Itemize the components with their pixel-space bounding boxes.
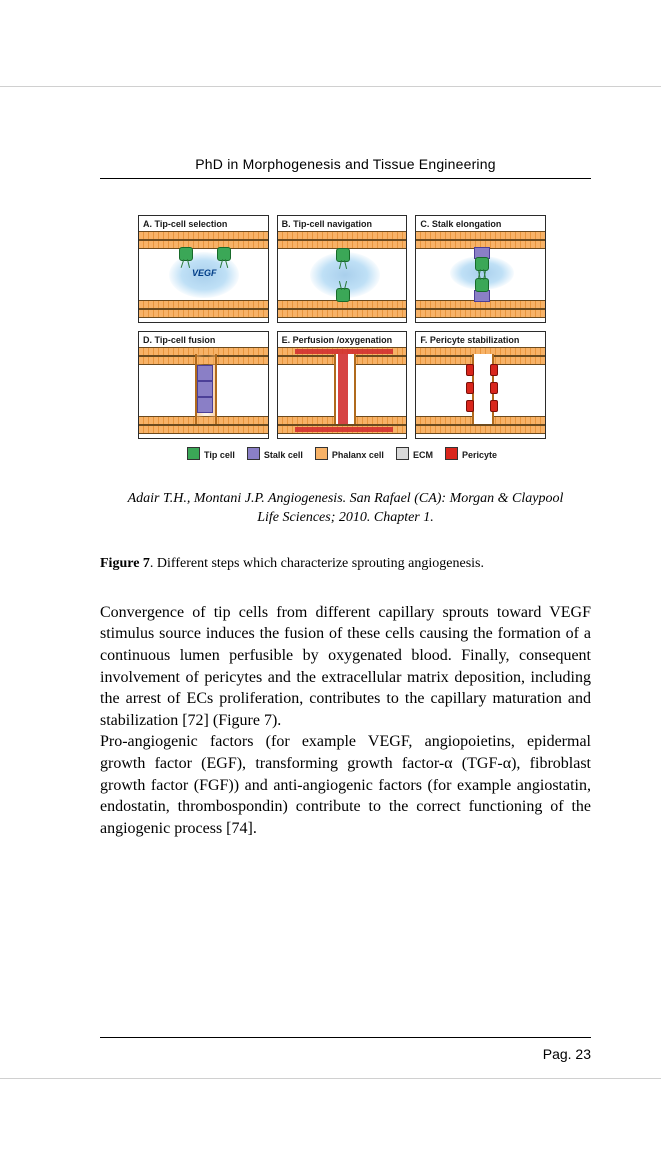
stalk-cell xyxy=(197,365,213,381)
figure-panel-c: C. Stalk elongation xyxy=(415,215,546,323)
figure-panel-e: E. Perfusion /oxygenation xyxy=(277,331,408,439)
legend-item: Pericyte xyxy=(445,447,497,460)
panel-title: C. Stalk elongation xyxy=(420,219,541,229)
legend-label: Tip cell xyxy=(204,450,235,460)
legend-item: Tip cell xyxy=(187,447,235,460)
membrane xyxy=(139,240,268,249)
pericyte-cell xyxy=(466,382,474,394)
swatch-tip-icon xyxy=(187,447,200,460)
membrane xyxy=(139,425,268,434)
stalk-cell xyxy=(197,381,213,397)
membrane xyxy=(139,231,268,240)
panel-title: D. Tip-cell fusion xyxy=(143,335,264,345)
figure-7: A. Tip-cell selection VEGF B. xyxy=(138,215,546,460)
page: PhD in Morphogenesis and Tissue Engineer… xyxy=(0,0,661,1166)
blood-flow xyxy=(338,354,348,424)
page-number: Pag. 23 xyxy=(543,1046,591,1062)
figure-caption-label: Figure 7 xyxy=(100,556,150,571)
membrane xyxy=(278,309,407,318)
citation-line: Adair T.H., Montani J.P. Angiogenesis. S… xyxy=(128,491,564,506)
header-rule xyxy=(100,178,591,179)
tip-cell xyxy=(336,288,350,302)
figure-caption: Figure 7. Different steps which characte… xyxy=(100,556,591,572)
vegf-label: VEGF xyxy=(192,268,217,278)
footer-rule xyxy=(100,1037,591,1038)
swatch-pericyte-icon xyxy=(445,447,458,460)
membrane xyxy=(278,231,407,240)
figure-legend: Tip cell Stalk cell Phalanx cell ECM Per… xyxy=(138,447,546,460)
pericyte-cell xyxy=(466,364,474,376)
legend-label: Stalk cell xyxy=(264,450,303,460)
legend-label: Pericyte xyxy=(462,450,497,460)
stalk-cell xyxy=(197,397,213,413)
paragraph: Pro-angiogenic factors (for example VEGF… xyxy=(100,731,591,839)
membrane xyxy=(416,231,545,240)
tip-cell xyxy=(475,278,489,292)
tip-cell xyxy=(336,248,350,262)
legend-item: Stalk cell xyxy=(247,447,303,460)
scan-edge-bottom xyxy=(0,1078,661,1079)
legend-label: Phalanx cell xyxy=(332,450,384,460)
swatch-ecm-icon xyxy=(396,447,409,460)
swatch-stalk-icon xyxy=(247,447,260,460)
figure-panel-f: F. Pericyte stabilization xyxy=(415,331,546,439)
blood-flow xyxy=(295,427,393,432)
pericyte-cell xyxy=(490,400,498,412)
body-text: Convergence of tip cells from different … xyxy=(100,602,591,840)
legend-item: ECM xyxy=(396,447,433,460)
panel-title: B. Tip-cell navigation xyxy=(282,219,403,229)
legend-item: Phalanx cell xyxy=(315,447,384,460)
panel-title: E. Perfusion /oxygenation xyxy=(282,335,403,345)
pericyte-cell xyxy=(490,382,498,394)
legend-label: ECM xyxy=(413,450,433,460)
membrane xyxy=(416,425,545,434)
pericyte-cell xyxy=(466,400,474,412)
membrane xyxy=(139,309,268,318)
running-header: PhD in Morphogenesis and Tissue Engineer… xyxy=(100,156,591,172)
citation-line: Life Sciences; 2010. Chapter 1. xyxy=(257,510,434,525)
panel-title: F. Pericyte stabilization xyxy=(420,335,541,345)
figure-caption-text: . Different steps which characterize spr… xyxy=(150,556,484,571)
content-area: PhD in Morphogenesis and Tissue Engineer… xyxy=(100,156,591,1046)
figure-panel-b: B. Tip-cell navigation xyxy=(277,215,408,323)
figure-panel-grid: A. Tip-cell selection VEGF B. xyxy=(138,215,546,439)
figure-panel-a: A. Tip-cell selection VEGF xyxy=(138,215,269,323)
swatch-phalanx-icon xyxy=(315,447,328,460)
panel-title: A. Tip-cell selection xyxy=(143,219,264,229)
membrane xyxy=(139,300,268,309)
membrane xyxy=(416,309,545,318)
scan-edge-top xyxy=(0,86,661,87)
pericyte-cell xyxy=(490,364,498,376)
paragraph: Convergence of tip cells from different … xyxy=(100,602,591,732)
figure-panel-d: D. Tip-cell fusion xyxy=(138,331,269,439)
figure-citation: Adair T.H., Montani J.P. Angiogenesis. S… xyxy=(100,490,591,528)
